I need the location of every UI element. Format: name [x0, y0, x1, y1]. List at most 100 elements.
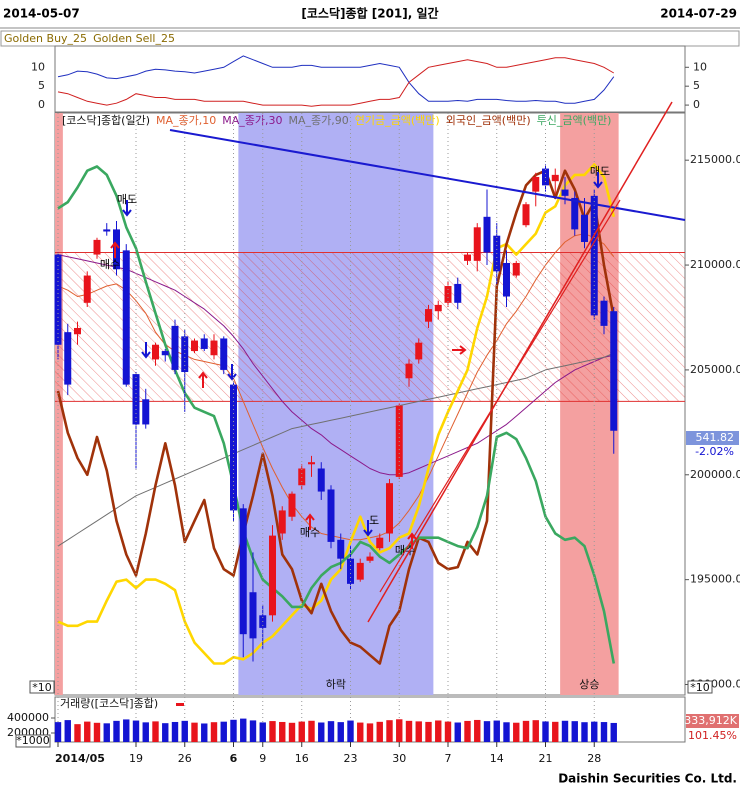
volume-bar	[327, 721, 335, 742]
investor-flow	[56, 169, 616, 665]
candle-body	[103, 229, 111, 232]
volume-bar	[113, 720, 120, 742]
candle-body	[522, 204, 530, 226]
volume-bar	[298, 721, 305, 742]
volume-bar	[396, 719, 403, 742]
volume-bar	[74, 724, 81, 742]
x-tick-label: 14	[490, 752, 504, 765]
signal-label: 매수	[100, 258, 120, 271]
candle-body	[444, 286, 452, 303]
volume-bar	[210, 722, 218, 742]
candle-body	[122, 250, 130, 385]
volume-bar	[600, 722, 608, 742]
scale-note: *10	[32, 681, 52, 694]
candle-body	[386, 483, 393, 534]
signal-label: 매수	[300, 526, 320, 539]
y-tick-label: 10	[31, 60, 45, 73]
candle-body	[551, 174, 559, 182]
trendline	[169, 129, 686, 221]
volume-bar	[162, 723, 169, 742]
candle-body	[288, 493, 296, 517]
volume-bar	[522, 720, 530, 742]
signal-label: 매도	[590, 165, 610, 178]
volume-bar	[201, 723, 208, 742]
volume-bar	[386, 720, 393, 742]
trendline	[379, 199, 621, 593]
indicator-line	[57, 55, 615, 104]
trendlines	[169, 101, 686, 623]
signal-label: 매도	[117, 193, 137, 206]
candle-body	[230, 384, 237, 511]
candle-body	[590, 195, 598, 316]
candle-body	[171, 325, 179, 370]
volume-bar	[610, 722, 617, 742]
candle-body	[278, 510, 286, 534]
volume-bar	[171, 721, 179, 742]
volume-bar	[279, 721, 286, 742]
candle-body	[415, 342, 423, 360]
volume-bar	[366, 723, 374, 742]
x-tick-label: 6	[230, 752, 238, 765]
volume-bar	[474, 719, 481, 742]
signal-arrow	[452, 345, 467, 355]
volume-bar	[591, 721, 598, 742]
signal-arrow	[305, 513, 315, 530]
candle-body	[161, 351, 169, 356]
signal-arrow	[198, 371, 208, 388]
candle-body	[142, 399, 150, 425]
volume-bar	[84, 721, 91, 742]
investor-flow	[57, 163, 616, 665]
legend-entry: 외국인_금액(백만)	[446, 114, 531, 127]
trendline	[367, 101, 673, 623]
y-tick-label: 210000.00	[690, 258, 740, 271]
volume-bar	[93, 722, 101, 742]
x-tick-label: 19	[129, 752, 143, 765]
candle-body	[483, 216, 491, 253]
volume-bar	[513, 722, 520, 742]
candle-body	[581, 214, 588, 242]
footer: Daishin Securities Co. Ltd.	[558, 772, 737, 786]
legend-entry: Golden Buy_25	[4, 32, 87, 45]
scale-note-box	[15, 734, 51, 748]
y-tick-label: 205000.00	[690, 363, 740, 376]
candle-body	[191, 340, 198, 352]
signal-label: 도	[369, 514, 379, 527]
candle-body	[181, 336, 189, 373]
candle-body	[93, 239, 101, 255]
volume-bar	[483, 721, 491, 742]
change-value: -2.02%	[695, 445, 734, 458]
y-tick-label: 0	[38, 98, 45, 111]
candle-body	[74, 327, 81, 335]
x-tick-label: 30	[392, 752, 406, 765]
volume-bar	[64, 720, 71, 742]
candle-body	[356, 562, 364, 580]
volume-bar	[347, 720, 354, 742]
candle-body	[600, 300, 608, 326]
volume-bar	[561, 720, 569, 742]
last-value-box	[686, 431, 739, 445]
candle-body	[210, 340, 218, 356]
volume-bar	[249, 720, 257, 742]
volume-bar	[405, 720, 413, 742]
volume-title: 거래량([코스닥]종합)	[60, 697, 158, 710]
volume-bar	[425, 721, 432, 742]
volume-bar	[142, 722, 149, 742]
candle-body	[473, 227, 481, 261]
legend-entry: 투신_금액(백만)	[537, 114, 612, 127]
volume-bar	[220, 721, 227, 742]
candle-body	[239, 508, 247, 635]
volume-bar	[435, 720, 442, 742]
indicator-frame	[54, 45, 686, 113]
volume-bar	[542, 721, 549, 742]
candle-body	[532, 176, 540, 192]
volume-bar	[415, 721, 422, 742]
candle-body	[317, 468, 325, 492]
candle-body	[249, 592, 257, 639]
y-tick-label: 0	[693, 98, 700, 111]
last-volume-box	[686, 714, 739, 728]
y-tick-label: 5	[38, 79, 45, 92]
signal-arrow	[593, 172, 603, 189]
candle-body	[54, 254, 62, 345]
volume-bar	[318, 722, 325, 742]
